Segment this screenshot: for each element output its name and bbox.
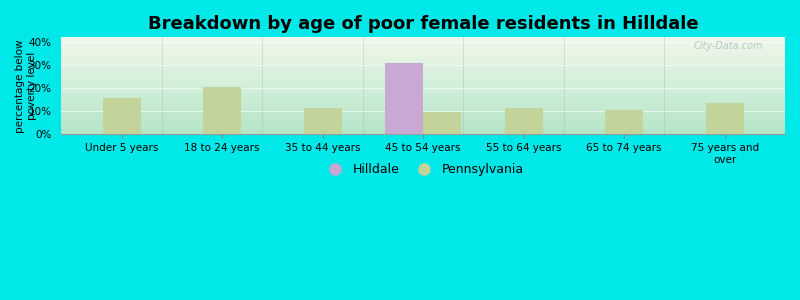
Bar: [605, 110, 643, 134]
Bar: [505, 108, 542, 134]
Y-axis label: percentage below
poverty level: percentage below poverty level: [15, 39, 37, 133]
Bar: [102, 98, 141, 134]
Bar: [423, 112, 462, 134]
Legend: Hilldale, Pennsylvania: Hilldale, Pennsylvania: [318, 158, 529, 181]
Bar: [303, 108, 342, 134]
Bar: [203, 87, 242, 134]
Bar: [385, 63, 423, 134]
Bar: [706, 103, 744, 134]
Title: Breakdown by age of poor female residents in Hilldale: Breakdown by age of poor female resident…: [148, 15, 698, 33]
Text: City-Data.com: City-Data.com: [694, 41, 763, 51]
